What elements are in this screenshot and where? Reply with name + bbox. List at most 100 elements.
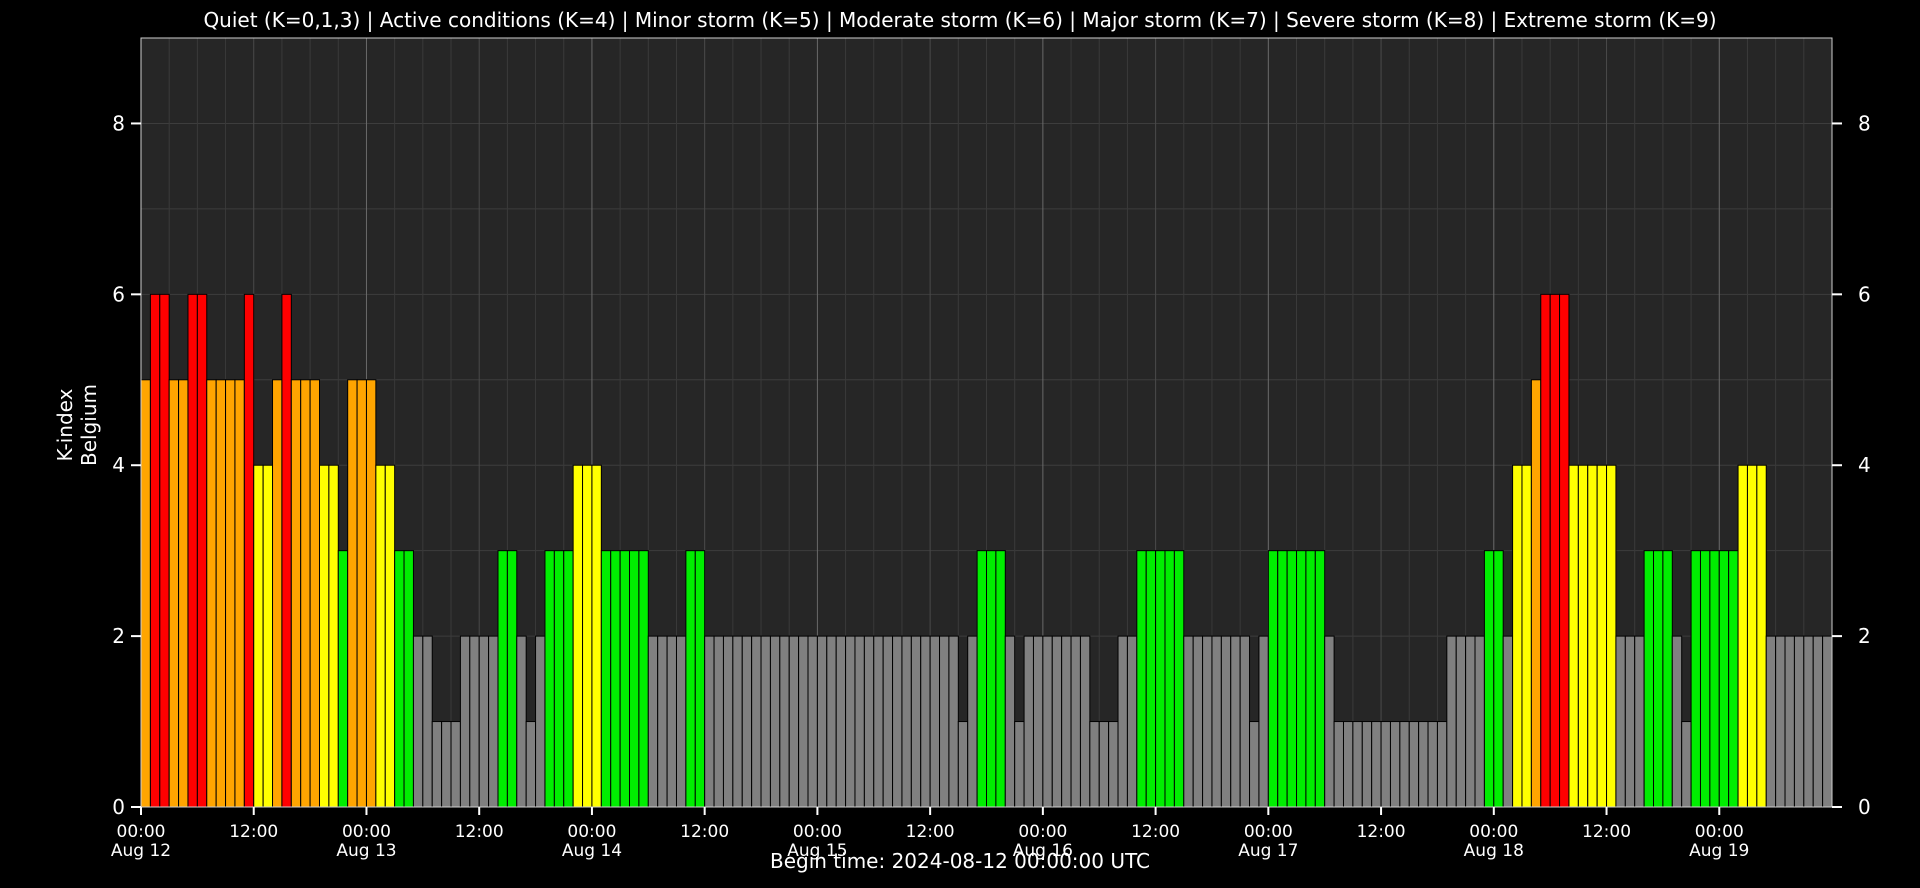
- bar: [478, 635, 490, 808]
- bar: [779, 635, 790, 808]
- bar: [1756, 464, 1767, 808]
- bar: [1192, 635, 1204, 808]
- bar: [1681, 721, 1692, 808]
- bar: [1718, 550, 1730, 808]
- bar: [1446, 635, 1457, 808]
- bar: [1728, 550, 1739, 808]
- bar: [225, 379, 236, 808]
- bar: [1296, 550, 1307, 808]
- bar: [600, 550, 612, 808]
- bar: [535, 635, 546, 808]
- bar: [901, 635, 912, 808]
- bar: [638, 550, 649, 808]
- bar: [873, 635, 884, 808]
- bar: [619, 550, 631, 808]
- bar: [713, 635, 724, 808]
- bar: [1408, 721, 1420, 808]
- bar: [610, 550, 621, 808]
- bar: [1671, 635, 1683, 808]
- bar: [384, 464, 396, 808]
- bar: [1803, 635, 1814, 808]
- plot-frame: [140, 37, 1833, 808]
- bar: [337, 550, 349, 808]
- bar: [1765, 635, 1777, 808]
- x-tick-date: Aug 12: [111, 841, 171, 861]
- bar: [1775, 635, 1786, 808]
- bar: [1117, 635, 1128, 808]
- bar: [722, 635, 734, 808]
- bar: [694, 550, 706, 808]
- bar: [1662, 550, 1673, 808]
- y-tick-label-right: 4: [1858, 453, 1871, 477]
- bar: [967, 635, 978, 808]
- bar: [234, 379, 245, 808]
- bar: [1258, 635, 1269, 808]
- bar: [1164, 550, 1175, 808]
- y-axis-label-line1: K-index: [53, 388, 77, 462]
- bar: [412, 635, 424, 808]
- bar: [1389, 721, 1401, 808]
- bar: [1136, 550, 1147, 808]
- chart-legend: Quiet (K=0,1,3) | Active conditions (K=4…: [203, 8, 1717, 32]
- bar: [1032, 635, 1044, 808]
- bar: [1342, 721, 1354, 808]
- bar: [788, 635, 800, 808]
- bar: [1051, 635, 1063, 808]
- x-tick-label: 12:00: [1582, 822, 1631, 842]
- x-tick-date: Aug 17: [1238, 841, 1298, 861]
- bar: [431, 721, 443, 808]
- bar: [215, 379, 227, 808]
- x-tick-date: Aug 19: [1689, 841, 1749, 861]
- bar: [159, 293, 170, 808]
- bar: [1145, 550, 1157, 808]
- bar: [685, 550, 696, 808]
- bar: [995, 550, 1006, 808]
- bar: [1126, 635, 1138, 808]
- bar: [986, 550, 997, 808]
- bar: [1784, 635, 1795, 808]
- bar: [845, 635, 856, 808]
- bar: [553, 550, 565, 808]
- bar: [1173, 550, 1185, 808]
- bar: [957, 721, 969, 808]
- bar: [1277, 550, 1288, 808]
- bar: [206, 379, 217, 808]
- bar: [525, 721, 537, 808]
- bar: [751, 635, 762, 808]
- bar: [196, 293, 208, 808]
- x-tick-label: 00:00: [1244, 822, 1293, 842]
- bar: [910, 635, 922, 808]
- bar: [347, 379, 358, 808]
- begin-time: Begin time: 2024-08-12 00:00:00 UTC: [769, 849, 1150, 873]
- y-axis-label-line2: Belgium: [77, 384, 101, 466]
- x-tick-label: 00:00: [117, 822, 166, 842]
- bar: [1634, 635, 1645, 808]
- bar: [1746, 464, 1758, 808]
- bar: [516, 635, 527, 808]
- bar: [629, 550, 640, 808]
- bar: [572, 464, 584, 808]
- bar: [798, 635, 809, 808]
- y-tick-label-left: 0: [112, 795, 125, 819]
- bar: [1465, 635, 1476, 808]
- bar: [1455, 635, 1467, 808]
- bar: [892, 635, 903, 808]
- bar: [1239, 635, 1251, 808]
- bar: [1793, 635, 1805, 808]
- bar: [1577, 464, 1589, 808]
- y-axis-label: K-index Belgium: [53, 380, 101, 470]
- x-tick-label: 00:00: [1695, 822, 1744, 842]
- bar: [328, 464, 339, 808]
- bar: [1502, 635, 1514, 808]
- bar: [1474, 635, 1485, 808]
- x-tick-label: 12:00: [455, 822, 504, 842]
- bar: [582, 464, 593, 808]
- y-tick-label-left: 4: [112, 453, 125, 477]
- bar: [459, 635, 471, 808]
- bar: [356, 379, 367, 808]
- bar: [1249, 721, 1260, 808]
- bar: [1483, 550, 1495, 808]
- x-tick-date: Aug 15: [787, 841, 847, 861]
- bar: [1587, 464, 1598, 808]
